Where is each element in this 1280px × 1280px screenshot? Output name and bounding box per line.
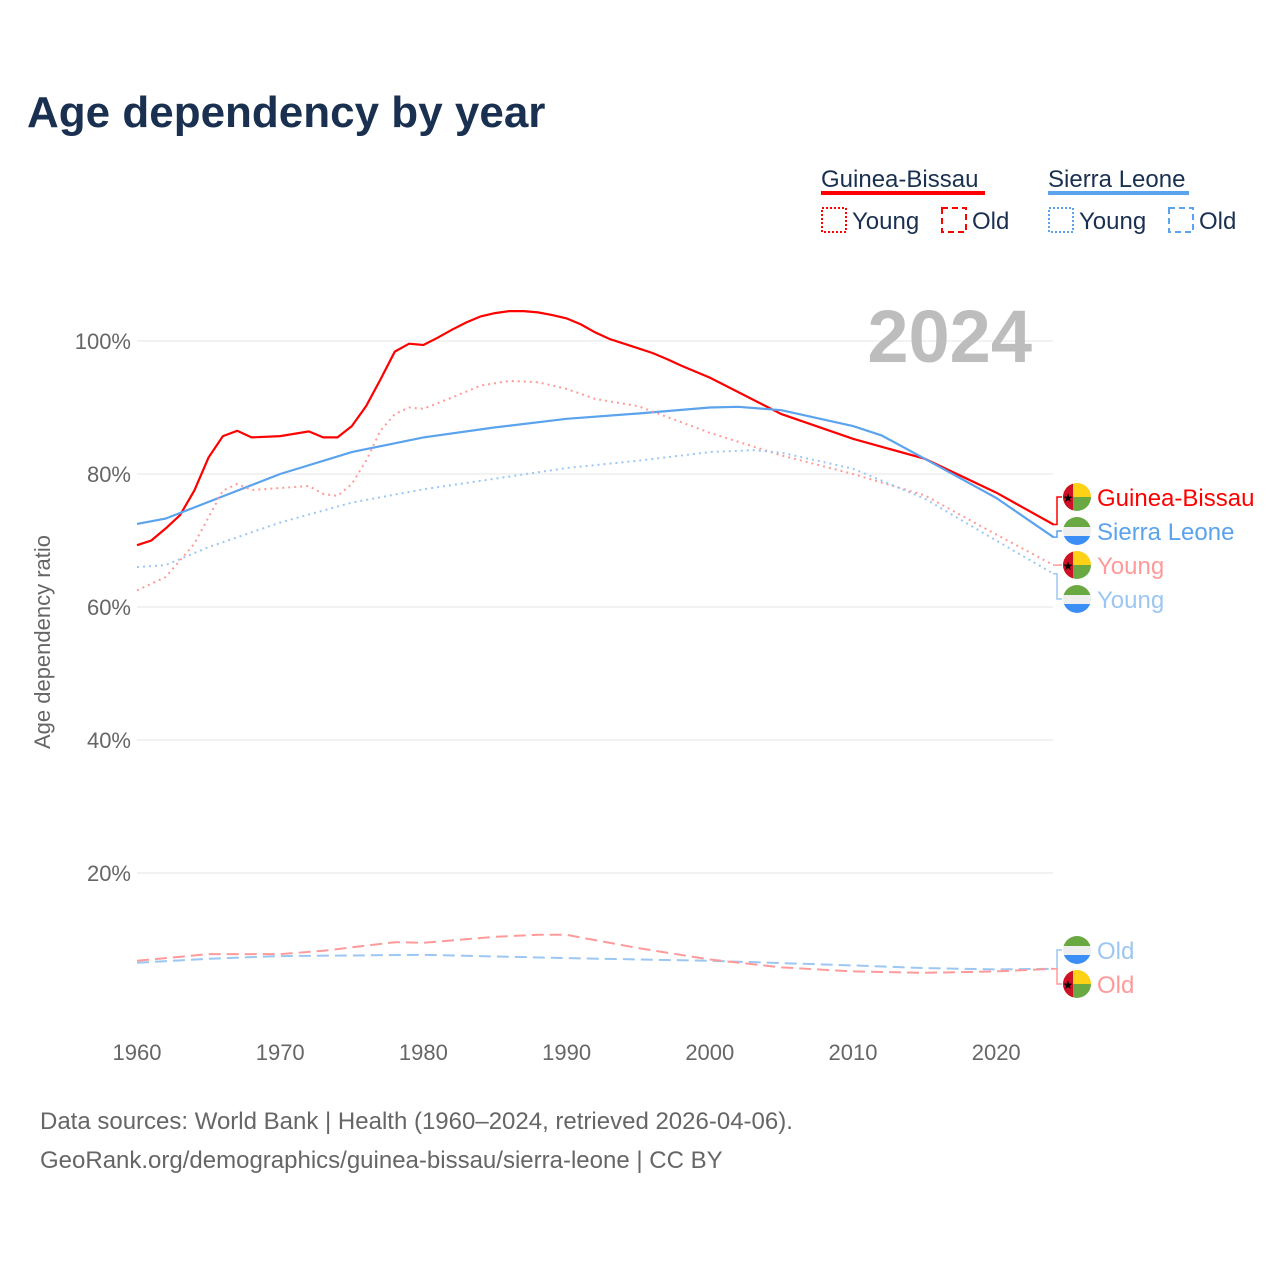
end-label: Guinea-Bissau	[1097, 485, 1254, 512]
sierra-leone-flag-icon	[1063, 517, 1091, 545]
legend-dotted-swatch	[821, 207, 847, 233]
legend-group-guinea-bissau[interactable]: Guinea-Bissau Young Old	[821, 166, 1009, 235]
legend-dashed-swatch	[1168, 207, 1194, 233]
label-connector	[1053, 530, 1062, 538]
series-line-guinea-bissau	[136, 310, 1055, 547]
sierra-leone-flag-icon	[1063, 585, 1091, 613]
label-connector	[1053, 496, 1062, 526]
series-line-guinea-bissau-young	[136, 379, 1054, 592]
data-source: Data sources: World Bank | Health (1960–…	[40, 1108, 793, 1135]
attribution: GeoRank.org/demographics/guinea-bissau/s…	[40, 1147, 723, 1174]
end-label: Young	[1097, 553, 1164, 580]
series-line-sierra-leone	[136, 405, 1055, 539]
legend-young-label: Young	[852, 208, 919, 235]
guinea-bissau-flag-icon: ★	[1063, 483, 1091, 511]
label-connector	[1053, 949, 1062, 970]
x-tick-label: 1980	[399, 1040, 448, 1065]
legend-country-label: Guinea-Bissau	[821, 166, 978, 193]
end-label: Sierra Leone	[1097, 519, 1234, 546]
series-line-sierra-leone-old	[136, 953, 1054, 971]
y-axis-label: Age dependency ratio	[30, 535, 55, 749]
legend-old-label: Old	[1199, 208, 1236, 235]
end-label: Old	[1097, 938, 1134, 965]
svg-text:★: ★	[1063, 978, 1074, 992]
legend-country-label: Sierra Leone	[1048, 166, 1185, 193]
x-tick-label: 1960	[113, 1040, 162, 1065]
label-connector	[1053, 968, 1062, 985]
y-tick-label: 40%	[87, 728, 131, 753]
guinea-bissau-flag-icon: ★	[1063, 970, 1091, 998]
x-tick-label: 1970	[256, 1040, 305, 1065]
x-tick-label: 2000	[685, 1040, 734, 1065]
y-tick-label: 20%	[87, 861, 131, 886]
legend-dotted-swatch	[1048, 207, 1074, 233]
svg-text:★: ★	[1063, 559, 1074, 573]
guinea-bissau-flag-icon: ★	[1063, 551, 1091, 579]
series-line-guinea-bissau-old	[136, 933, 1054, 974]
legend: Guinea-Bissau Young Old Sierra Leone Young Ol…	[821, 166, 1236, 235]
legend-group-sierra-leone[interactable]: Sierra Leone Young Old	[1048, 166, 1236, 235]
x-tick-label: 2010	[829, 1040, 878, 1065]
legend-young-label: Young	[1079, 208, 1146, 235]
legend-dashed-swatch	[941, 207, 967, 233]
label-connector	[1053, 573, 1062, 600]
year-watermark: 2024	[867, 295, 1032, 378]
series-line-sierra-leone-young	[136, 449, 1055, 575]
legend-old-label: Old	[972, 208, 1009, 235]
legend-solid-swatch	[1048, 191, 1189, 195]
svg-text:★: ★	[1063, 491, 1074, 505]
y-tick-label: 80%	[87, 462, 131, 487]
end-label: Old	[1097, 972, 1134, 999]
x-tick-label: 2020	[972, 1040, 1021, 1065]
y-tick-label: 100%	[75, 329, 131, 354]
chart-title: Age dependency by year	[27, 88, 546, 137]
end-label: Young	[1097, 587, 1164, 614]
y-tick-label: 60%	[87, 595, 131, 620]
x-tick-label: 1990	[542, 1040, 591, 1065]
sierra-leone-flag-icon	[1063, 936, 1091, 964]
legend-solid-swatch	[821, 191, 985, 195]
